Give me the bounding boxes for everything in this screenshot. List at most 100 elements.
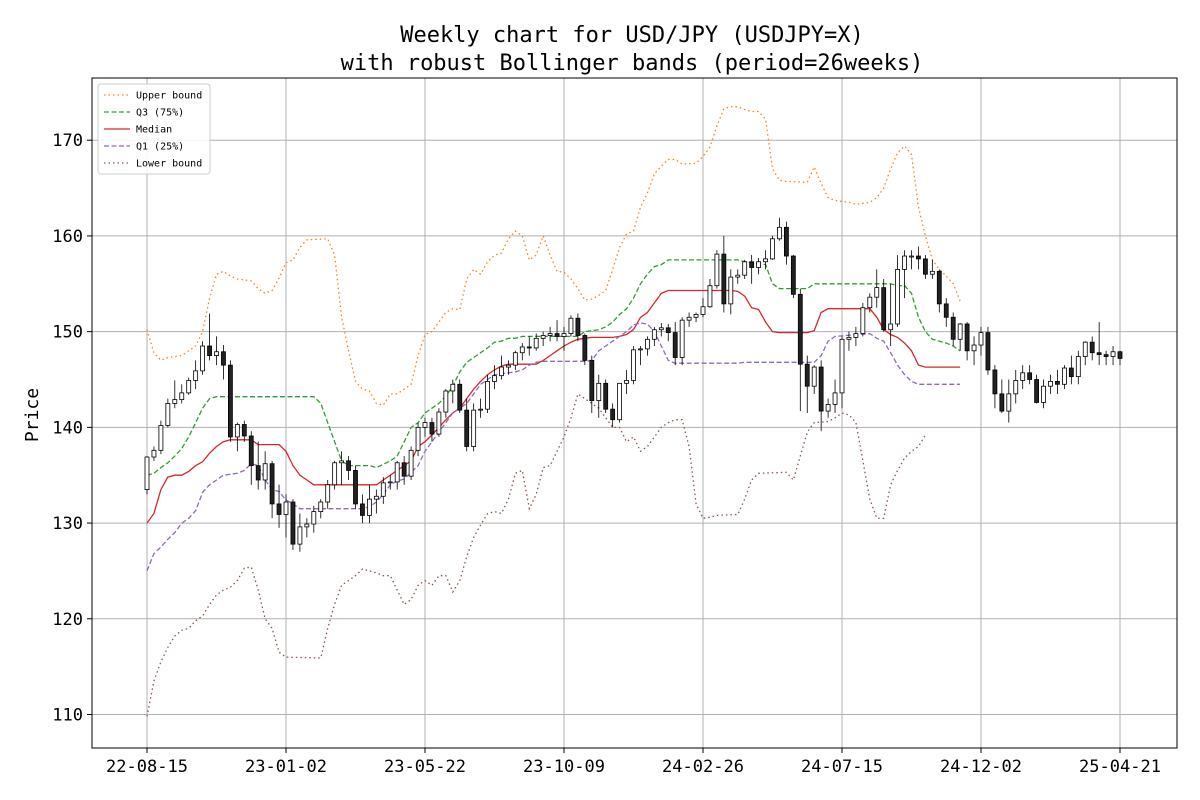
candle [832, 379, 838, 413]
candle-body-up [735, 274, 741, 278]
candle [227, 360, 233, 442]
candle [624, 369, 629, 394]
candle [985, 326, 991, 375]
candle [151, 446, 157, 461]
candle-body-down [276, 503, 282, 515]
candle [749, 255, 755, 284]
candle-body-up [1110, 351, 1116, 357]
candle [672, 322, 678, 366]
candle-body-up [234, 424, 240, 438]
candle [1013, 369, 1019, 404]
candle [380, 477, 386, 504]
candle-body-down [227, 364, 233, 438]
candle-body-up [339, 460, 345, 464]
candle-body-up [262, 463, 268, 481]
candle-body-up [825, 403, 831, 412]
candle [269, 460, 275, 519]
candle [346, 456, 351, 480]
bands-layer [146, 106, 961, 717]
candle [241, 420, 247, 442]
candle-body-down [672, 332, 678, 358]
candle-body-up [144, 456, 150, 490]
candle [214, 336, 219, 366]
candle [1062, 365, 1067, 390]
candle [165, 398, 171, 428]
candle [283, 494, 289, 538]
grid-layer [92, 78, 1177, 748]
candle [575, 313, 581, 342]
candle [721, 235, 727, 313]
candle [339, 451, 345, 485]
candle-body-down [554, 333, 560, 337]
candle-body-up [311, 511, 317, 525]
chart-title-line-1: Weekly chart for USD/JPY (USDJPY=X) [400, 23, 864, 48]
candle-body-up [1006, 393, 1012, 412]
q1-line [146, 322, 961, 572]
candle-body-up [895, 269, 900, 325]
candle-body-up [596, 382, 602, 401]
candle-body-up [1041, 385, 1046, 403]
candle-body-up [165, 403, 171, 426]
candle [888, 283, 894, 346]
candle-body-up [929, 270, 935, 275]
candle [1075, 350, 1081, 385]
candle [144, 456, 150, 495]
candle-body-up [902, 255, 907, 270]
y-tick-label: 160 [52, 227, 83, 247]
candle [547, 326, 553, 342]
candle-body-up [631, 349, 636, 381]
candle-body-up [888, 323, 894, 331]
candle-body-down [401, 462, 407, 477]
candle [923, 255, 928, 279]
candle-body-up [846, 336, 852, 340]
candle-body-up [519, 346, 525, 354]
candle-body-down [429, 422, 435, 435]
plot-frame [91, 77, 1178, 749]
candle [665, 323, 671, 342]
candle [1006, 379, 1012, 423]
candle-body-up [756, 261, 761, 268]
candle-body-down [526, 346, 532, 349]
candle-body-up [770, 238, 775, 260]
candle [964, 322, 970, 361]
candle-body-up [1082, 341, 1088, 357]
candle-body-down [964, 323, 970, 352]
candle-body-up [533, 337, 539, 349]
y-tick-label: 150 [52, 323, 83, 343]
candle-body-down [818, 366, 824, 412]
candle [777, 217, 782, 241]
candle [992, 365, 998, 409]
legend-label: Lower bound [136, 159, 202, 170]
candle [172, 380, 178, 409]
candle [1096, 322, 1102, 366]
candle [603, 379, 609, 413]
candle [846, 331, 852, 351]
y-tick-label: 170 [52, 131, 83, 151]
x-tick-label: 22-08-15 [106, 757, 188, 777]
candle-body-up [325, 484, 331, 503]
candle-body-up [1062, 367, 1067, 385]
candle [971, 336, 977, 366]
candle-body-down [1117, 351, 1123, 359]
x-tick-label: 24-02-26 [662, 757, 744, 777]
candle-body-up [505, 364, 511, 368]
candle [234, 422, 240, 452]
legend-label: Q3 (75%) [136, 108, 184, 119]
candle-body-down [457, 383, 463, 411]
candle [909, 250, 914, 270]
candle-body-up [679, 319, 685, 358]
candle [248, 431, 254, 485]
candle-body-down [290, 501, 296, 545]
candle-body-up [415, 426, 421, 451]
candle-body-up [763, 258, 768, 263]
candle-body-up [909, 255, 914, 258]
candle-body-down [804, 363, 810, 387]
candle [700, 298, 706, 318]
candle [262, 451, 268, 490]
chart-title-line-2: with robust Bollinger bands (period=26we… [341, 51, 924, 76]
candle [1082, 341, 1088, 366]
candle-body-up [332, 462, 338, 486]
candle [902, 250, 907, 299]
candle-body-down [665, 327, 671, 334]
candle-body-down [255, 465, 261, 481]
